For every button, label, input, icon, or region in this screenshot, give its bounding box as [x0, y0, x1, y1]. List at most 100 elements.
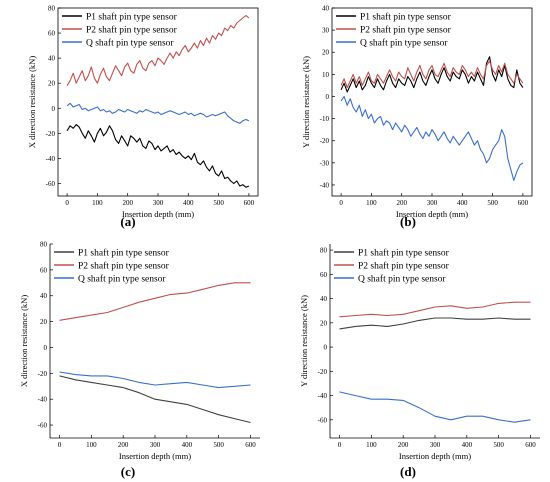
x-tick-label: 100 — [366, 441, 377, 449]
series-line-3 — [339, 391, 531, 423]
series-line-3 — [66, 102, 250, 124]
legend-entry: P2 shaft pin type sensor — [360, 25, 452, 36]
x-tick-label: 0 — [338, 441, 342, 449]
x-tick-label: 600 — [244, 199, 255, 207]
legend-entry: P1 shaft pin type sensor — [360, 12, 452, 23]
legend-entry: Q shaft pin type sensor — [78, 274, 166, 285]
x-tick-label: 0 — [58, 441, 62, 449]
legend: P1 shaft pin type sensor P2 shaft pin typ… — [336, 12, 452, 49]
y-tick-label: 40 — [40, 292, 48, 300]
plot-frame — [57, 7, 259, 197]
y-tick-label: -20 — [320, 137, 330, 145]
series-line-1 — [340, 56, 524, 93]
y-tick-label: 60 — [48, 30, 56, 38]
x-tick-label: 500 — [493, 441, 504, 449]
x-tick-label: 500 — [487, 199, 498, 207]
x-tick-label: 100 — [366, 199, 377, 207]
y-tick-label: 30 — [322, 27, 330, 35]
y-tick-label: 20 — [322, 49, 330, 57]
y-tick-label: 20 — [320, 319, 328, 327]
y-tick-label: -20 — [38, 370, 48, 378]
plot-frame — [331, 7, 533, 197]
y-tick-label: 40 — [320, 295, 328, 303]
x-tick-label: 300 — [427, 199, 438, 207]
y-tick-label: -60 — [318, 416, 328, 424]
chart-panel-d: 0 100 200 300 400 500 600 -60 -40 -20 0 20 40 60 80 Ins… — [299, 244, 540, 479]
chart-panel-a: 0 100 200 300 400 500 600 -60 -40 -20 0 20 40 60 80 Ins… — [27, 5, 259, 229]
y-axis-label: X direction resistance (kN) — [19, 295, 29, 387]
y-tick-label: 80 — [48, 5, 56, 13]
x-tick-label: 600 — [245, 441, 256, 449]
legend-entry: P1 shaft pin type sensor — [358, 248, 450, 259]
series-line-1 — [59, 375, 251, 424]
legend-entry: P2 shaft pin type sensor — [78, 261, 170, 272]
y-tick-label: -40 — [318, 392, 328, 400]
x-tick-label: 400 — [457, 199, 468, 207]
x-tick-label: 0 — [339, 199, 343, 207]
x-tick-label: 200 — [122, 199, 133, 207]
x-axis-label: Insertion depth (mm) — [122, 209, 194, 219]
x-tick-label: 200 — [396, 199, 407, 207]
x-tick-label: 600 — [525, 441, 536, 449]
x-tick-label: 100 — [92, 199, 103, 207]
legend: P1 shaft pin type sensor P2 shaft pin typ… — [54, 248, 170, 285]
y-tick-label: -20 — [46, 130, 56, 138]
y-tick-label: 0 — [324, 344, 328, 352]
y-tick-label: 0 — [326, 93, 330, 101]
y-axis-label: Y direction resistance (kN) — [301, 56, 311, 148]
chart-panel-c: 0 100 200 300 400 500 600 -60 -40 -20 0 20 40 60 80 Ins… — [19, 241, 260, 479]
panel-caption: (a) — [120, 214, 135, 229]
x-tick-label: 400 — [462, 441, 473, 449]
panel-caption: (c) — [121, 464, 135, 479]
x-axis-label: Insertion depth (mm) — [396, 209, 468, 219]
y-tick-label: -40 — [46, 155, 56, 163]
y-axis-label: X direction resistance (kN) — [27, 56, 37, 148]
y-tick-label: 40 — [48, 55, 56, 63]
y-tick-label: 60 — [40, 266, 48, 274]
legend: P1 shaft pin type sensor P2 shaft pin typ… — [334, 248, 450, 285]
panel-caption: (d) — [400, 464, 416, 479]
legend-entry: Q shaft pin type sensor — [360, 38, 448, 49]
x-tick-label: 500 — [213, 441, 224, 449]
x-tick-label: 200 — [398, 441, 409, 449]
x-tick-label: 300 — [150, 441, 161, 449]
series-line-3 — [59, 371, 251, 389]
y-tick-label: 40 — [322, 5, 330, 13]
y-tick-label: 0 — [44, 344, 48, 352]
series-line-2 — [66, 14, 250, 86]
x-axis-label: Insertion depth (mm) — [119, 451, 191, 461]
legend-entry: P1 shaft pin type sensor — [78, 248, 170, 259]
legend-entry: Q shaft pin type sensor — [358, 274, 446, 285]
y-tick-label: -30 — [320, 159, 330, 167]
panel-caption: (b) — [400, 214, 416, 229]
series-line-2 — [59, 282, 251, 321]
legend: P1 shaft pin type sensor P2 shaft pin typ… — [62, 12, 178, 49]
y-tick-label: 20 — [48, 80, 56, 88]
x-tick-label: 0 — [65, 199, 69, 207]
x-tick-label: 300 — [153, 199, 164, 207]
series-line-1 — [66, 124, 250, 188]
legend-entry: Q shaft pin type sensor — [86, 38, 174, 49]
chart-panel-b: 0 100 200 300 400 500 600 -40 -30 -20 -10 0 10 20 30 40… — [301, 5, 533, 229]
y-tick-label: -40 — [38, 396, 48, 404]
x-tick-label: 300 — [430, 441, 441, 449]
y-tick-label: -60 — [46, 180, 56, 188]
x-tick-label: 600 — [518, 199, 529, 207]
x-tick-label: 400 — [183, 199, 194, 207]
y-tick-label: 10 — [322, 71, 330, 79]
y-tick-label: 80 — [320, 247, 328, 255]
legend-entry: P2 shaft pin type sensor — [86, 25, 178, 36]
y-tick-label: -10 — [320, 115, 330, 123]
y-tick-label: -40 — [320, 181, 330, 189]
y-tick-label: 80 — [40, 241, 48, 249]
y-tick-label: -60 — [38, 422, 48, 430]
legend-entry: P1 shaft pin type sensor — [86, 12, 178, 23]
x-tick-label: 100 — [86, 441, 97, 449]
series-line-2 — [340, 60, 524, 89]
y-tick-label: 60 — [320, 271, 328, 279]
x-tick-label: 200 — [118, 441, 129, 449]
y-tick-label: 0 — [52, 105, 56, 113]
series-line-1 — [339, 317, 531, 330]
legend-entry: P2 shaft pin type sensor — [358, 261, 450, 272]
series-line-3 — [340, 95, 524, 182]
